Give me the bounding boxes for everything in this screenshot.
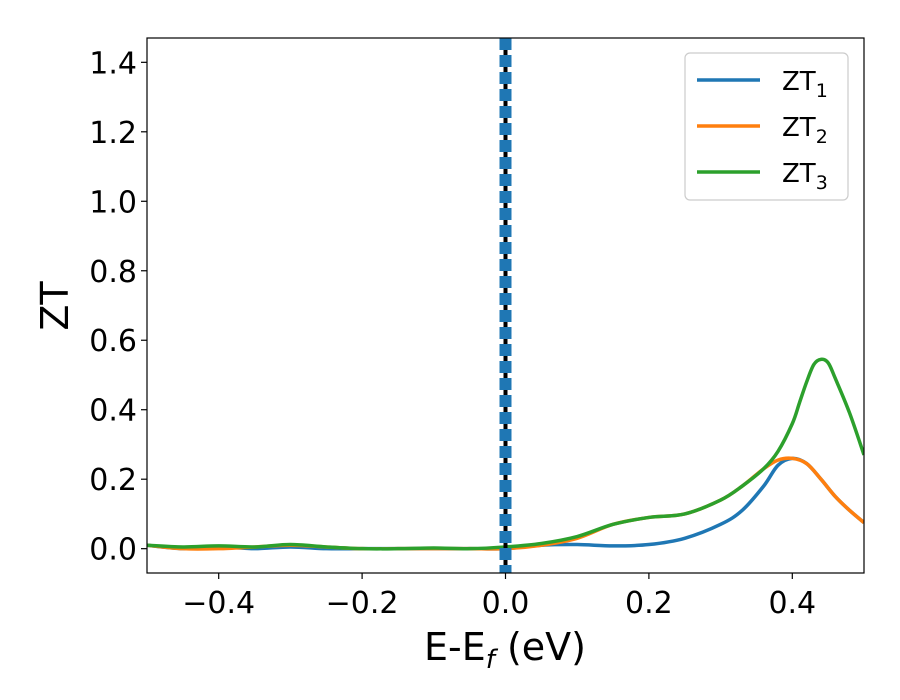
x-tick-label: −0.4 bbox=[182, 586, 255, 621]
y-tick-label: 1.2 bbox=[89, 116, 137, 151]
y-tick-label: 0.0 bbox=[89, 533, 137, 568]
legend-box bbox=[684, 52, 849, 201]
y-tick-label: 0.4 bbox=[89, 394, 137, 429]
x-tick-label: 0.0 bbox=[482, 586, 530, 621]
x-tick-label: 0.4 bbox=[768, 586, 816, 621]
y-tick-label: 0.2 bbox=[89, 463, 137, 498]
x-axis-label: E-Ef (eV) bbox=[424, 625, 586, 675]
y-tick-label: 1.4 bbox=[89, 46, 137, 81]
x-axis: −0.4 −0.2 0.0 0.2 0.4 bbox=[182, 573, 816, 621]
legend-label-1: ZT1 bbox=[782, 67, 828, 102]
y-axis-label: ZT bbox=[33, 281, 77, 331]
x-tick-label: −0.2 bbox=[326, 586, 399, 621]
legend-label-3: ZT3 bbox=[782, 159, 828, 194]
series-layer bbox=[147, 357, 864, 551]
y-tick-label: 0.8 bbox=[89, 255, 137, 290]
y-tick-label: 0.6 bbox=[89, 324, 137, 359]
x-tick-label: 0.2 bbox=[625, 586, 673, 621]
legend-label-2: ZT2 bbox=[782, 113, 828, 148]
y-axis: 0.0 0.2 0.4 0.6 0.8 1.0 1.2 1.4 bbox=[89, 46, 147, 568]
y-tick-label: 1.0 bbox=[89, 185, 137, 220]
legend: ZT1 ZT2 ZT3 bbox=[684, 52, 849, 201]
series-line-3 bbox=[147, 357, 864, 551]
